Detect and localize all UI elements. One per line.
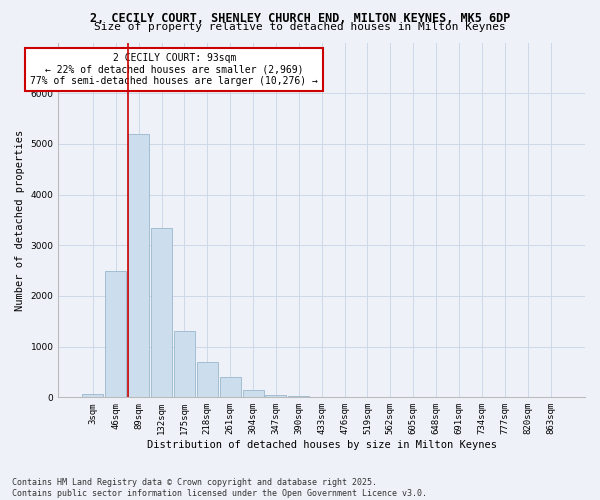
Bar bbox=[128, 134, 149, 398]
X-axis label: Distribution of detached houses by size in Milton Keynes: Distribution of detached houses by size … bbox=[147, 440, 497, 450]
Y-axis label: Number of detached properties: Number of detached properties bbox=[15, 130, 25, 310]
Bar bbox=[82, 394, 103, 398]
Text: 2 CECILY COURT: 93sqm
← 22% of detached houses are smaller (2,969)
77% of semi-d: 2 CECILY COURT: 93sqm ← 22% of detached … bbox=[31, 53, 318, 86]
Text: Size of property relative to detached houses in Milton Keynes: Size of property relative to detached ho… bbox=[94, 22, 506, 32]
Text: Contains HM Land Registry data © Crown copyright and database right 2025.
Contai: Contains HM Land Registry data © Crown c… bbox=[12, 478, 427, 498]
Bar bbox=[242, 390, 263, 398]
Bar bbox=[288, 396, 310, 398]
Text: 2, CECILY COURT, SHENLEY CHURCH END, MILTON KEYNES, MK5 6DP: 2, CECILY COURT, SHENLEY CHURCH END, MIL… bbox=[90, 12, 510, 26]
Bar bbox=[105, 270, 126, 398]
Bar bbox=[174, 332, 195, 398]
Bar bbox=[151, 228, 172, 398]
Bar bbox=[197, 362, 218, 398]
Bar bbox=[220, 377, 241, 398]
Bar bbox=[265, 395, 286, 398]
